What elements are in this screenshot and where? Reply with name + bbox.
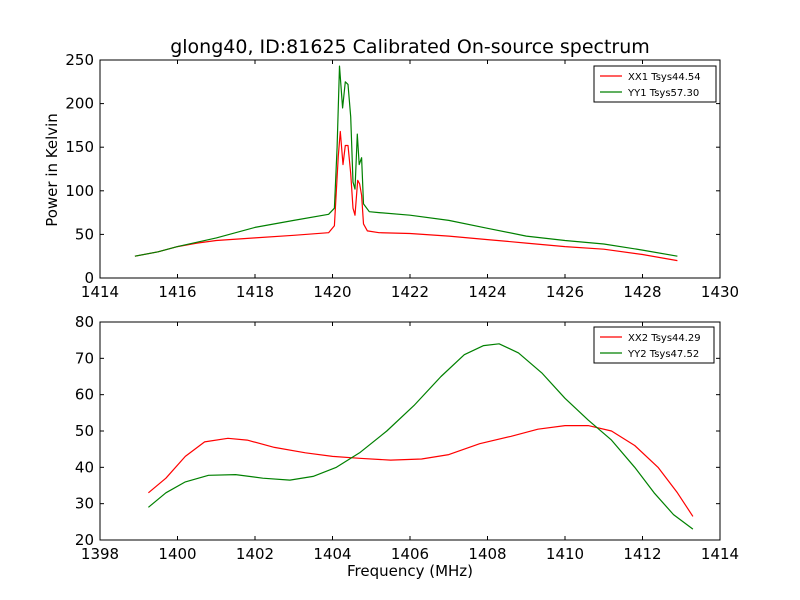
x-tick-label: 1424: [468, 283, 506, 301]
y-tick-label: 50: [75, 225, 94, 243]
y-tick-label: 60: [75, 386, 94, 404]
x-tick-label: 1428: [623, 283, 661, 301]
y-tick-label: 70: [75, 349, 94, 367]
x-tick-label: 1404: [313, 545, 351, 563]
x-tick-label: 1410: [546, 545, 584, 563]
y-tick-label: 200: [65, 95, 94, 113]
series-line-2-1: [148, 425, 694, 517]
x-tick-label: 1430: [701, 283, 739, 301]
legend-label: YY1 Tsys57.30: [627, 88, 699, 99]
legend: XX2 Tsys44.29 YY2 Tsys47.52: [593, 326, 715, 364]
x-tick-label: 1420: [313, 283, 351, 301]
x-tick-label: 1412: [623, 545, 661, 563]
series-line-1-1: [134, 130, 678, 262]
x-tick-label: 1406: [391, 545, 429, 563]
y-tick-label: 30: [75, 495, 94, 513]
x-tick-label: 1408: [468, 545, 506, 563]
x-tick-label: 1414: [81, 283, 119, 301]
y-tick-label: 150: [65, 138, 94, 156]
legend-label: XX2 Tsys44.29: [628, 333, 701, 344]
x-tick-label: 1416: [158, 283, 196, 301]
legend-box: [593, 326, 715, 364]
y-tick-label: 100: [65, 182, 94, 200]
x-tick-label: 1400: [158, 545, 196, 563]
y-axis-label: Power in Kelvin: [43, 113, 61, 227]
top-subplot: 1414 1416 1418 1420 1422 1424 1426 1428 1430 0 50 1…: [65, 51, 739, 301]
x-tick-label: 1414: [701, 545, 739, 563]
y-tick-label: 40: [75, 458, 94, 476]
legend-label: XX1 Tsys44.54: [628, 72, 701, 83]
chart-title: glong40, ID:81625 Calibrated On-source s…: [170, 36, 650, 58]
y-tick-label: 50: [75, 422, 94, 440]
x-tick-label: 1398: [81, 545, 119, 563]
x-axis-label: Frequency (MHz): [347, 562, 473, 580]
legend: XX1 Tsys44.54 YY1 Tsys57.30: [593, 65, 717, 103]
y-tick-label: 0: [84, 269, 94, 287]
x-tick-label: 1426: [546, 283, 584, 301]
legend-box: [593, 65, 717, 103]
y-tick-label: 250: [65, 51, 94, 69]
bottom-subplot: 1398 1400 1402 1404 1406 1408 1410 1412 1414 20 30…: [75, 313, 739, 563]
x-tick-label: 1422: [391, 283, 429, 301]
x-tick-label: 1402: [236, 545, 274, 563]
y-tick-label: 20: [75, 531, 94, 549]
series-line-1-2: [134, 65, 678, 257]
x-tick-label: 1418: [236, 283, 274, 301]
legend-label: YY2 Tsys47.52: [627, 349, 699, 360]
y-tick-label: 80: [75, 313, 94, 331]
series-line-2-2: [148, 343, 694, 530]
